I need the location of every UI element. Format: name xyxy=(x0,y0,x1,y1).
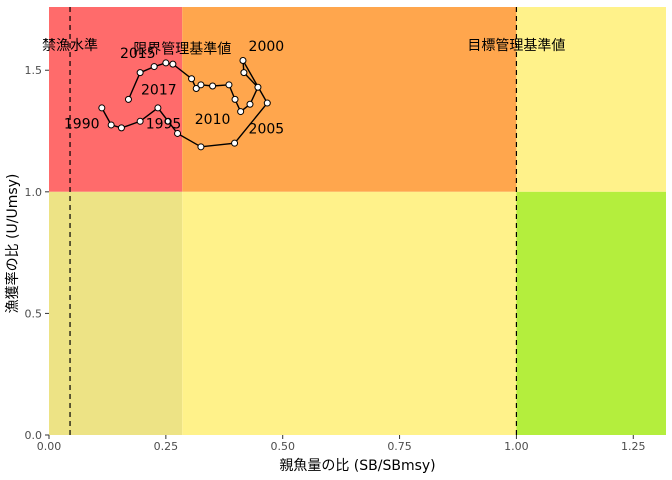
x-tick-label: 1.25 xyxy=(621,440,646,453)
year-label-2015: 2015 xyxy=(120,46,156,62)
zone-rect-5 xyxy=(516,191,666,435)
data-point-1997 xyxy=(197,143,205,151)
data-point-2008 xyxy=(197,81,205,89)
data-point-2007 xyxy=(209,82,217,90)
data-point-1998 xyxy=(231,139,239,147)
x-tick-label: 0.50 xyxy=(270,440,295,453)
x-tick-label: 0.00 xyxy=(37,440,62,453)
year-label-2005: 2005 xyxy=(249,122,285,138)
data-point-2002 xyxy=(254,83,262,91)
data-point-2003 xyxy=(246,100,254,108)
data-point-2000 xyxy=(239,57,247,64)
year-label-2017: 2017 xyxy=(141,83,177,99)
annotations: 禁漁水準 目標管理基準値 限界管理基準値 1990 1995 2000 2005 2010 20… xyxy=(42,37,565,138)
data-point-2001 xyxy=(240,69,248,77)
data-point-2009 xyxy=(192,84,200,92)
reference-line-label-1: 目標管理基準値 xyxy=(467,37,565,54)
data-point-2006 xyxy=(225,81,233,89)
data-point-1993 xyxy=(136,117,144,125)
zone-rect-4 xyxy=(182,191,517,435)
year-label-2000: 2000 xyxy=(249,39,285,55)
y-tick-label: 1.5 xyxy=(25,64,43,77)
data-point-1992 xyxy=(117,124,125,132)
data-point-2005 xyxy=(231,95,239,103)
year-label-1990: 1990 xyxy=(64,117,100,133)
y-tick-label: 0.5 xyxy=(25,307,43,320)
trajectory-series xyxy=(98,57,271,151)
zone-rect-2 xyxy=(516,7,666,192)
data-point-1999 xyxy=(263,99,271,107)
data-point-2004 xyxy=(237,108,245,116)
data-point-1996 xyxy=(174,129,182,137)
data-point-2015 xyxy=(124,95,132,103)
data-point-2014 xyxy=(136,69,144,77)
y-axis-title: 漁獲率の比 (U/Umsy) xyxy=(4,174,21,314)
y-tick-label: 0.0 xyxy=(25,429,43,442)
x-axis-title: 親魚量の比 (SB/SBmsy) xyxy=(279,458,435,474)
data-point-1991 xyxy=(107,121,115,129)
y-tick-label: 1.0 xyxy=(25,186,43,199)
zone-rect-3 xyxy=(49,191,183,435)
axes: 0.00 0.25 0.50 0.75 1.00 1.25 0.0 0.5 1.0 1.5 xyxy=(25,64,646,453)
reference-line-label-0: 禁漁水準 xyxy=(42,38,98,54)
year-label-2010: 2010 xyxy=(195,112,231,128)
x-tick-label: 0.75 xyxy=(387,440,412,453)
zone-rect-0 xyxy=(49,7,183,192)
stock-status-zones xyxy=(49,7,666,435)
x-tick-label: 1.00 xyxy=(504,440,529,453)
x-tick-label: 0.25 xyxy=(154,440,179,453)
data-point-1995 xyxy=(164,117,172,125)
data-point-2012 xyxy=(162,59,170,67)
data-point-2010 xyxy=(188,75,196,83)
data-point-1994 xyxy=(154,104,162,112)
year-label-1995: 1995 xyxy=(146,117,182,133)
data-point-2013 xyxy=(150,63,158,71)
data-point-1990 xyxy=(98,104,106,112)
zone-label-0: 限界管理基準値 xyxy=(133,40,231,57)
data-point-2011 xyxy=(169,60,177,68)
